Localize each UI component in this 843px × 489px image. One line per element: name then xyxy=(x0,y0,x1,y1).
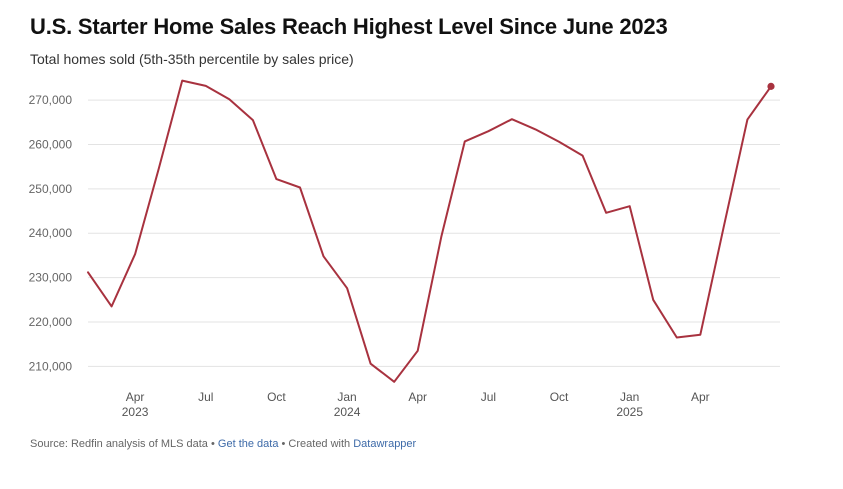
x-tick-label: Jan xyxy=(620,390,639,404)
x-tick-label: Apr xyxy=(126,390,145,404)
x-tick-label: Oct xyxy=(550,390,569,404)
y-tick-label: 270,000 xyxy=(29,93,73,107)
source-text: Source: Redfin analysis of MLS data xyxy=(30,438,208,450)
chart-title: U.S. Starter Home Sales Reach Highest Le… xyxy=(30,14,668,39)
y-tick-label: 240,000 xyxy=(29,226,73,240)
y-tick-label: 260,000 xyxy=(29,137,73,151)
x-tick-label: Jul xyxy=(198,390,213,404)
x-tick-label: Oct xyxy=(267,390,286,404)
chart-subtitle: Total homes sold (5th-35th percentile by… xyxy=(30,51,354,67)
x-tick-year-label: 2025 xyxy=(616,405,643,419)
y-tick-label: 250,000 xyxy=(29,182,73,196)
line-chart: 210,000 220,000 230,000 240,000 250,000 260,0… xyxy=(29,79,780,419)
series-end-point xyxy=(767,82,775,90)
x-tick-label: Apr xyxy=(691,390,710,404)
x-tick-year-label: 2023 xyxy=(122,405,149,419)
y-tick-label: 230,000 xyxy=(29,271,73,285)
created-with-text: • Created with xyxy=(278,438,354,450)
footer-separator: • xyxy=(207,438,218,450)
x-tick-label: Jul xyxy=(481,390,496,404)
datawrapper-link[interactable]: Datawrapper xyxy=(353,438,417,450)
chart-footer: Source: Redfin analysis of MLS data • Ge… xyxy=(30,438,416,450)
x-tick-label: Jan xyxy=(337,390,356,404)
y-tick-label: 210,000 xyxy=(29,359,73,373)
x-tick-label: Apr xyxy=(408,390,427,404)
x-tick-year-label: 2024 xyxy=(334,405,361,419)
y-tick-label: 220,000 xyxy=(29,315,73,329)
get-data-link[interactable]: Get the data xyxy=(217,438,279,450)
series-line xyxy=(87,79,772,383)
